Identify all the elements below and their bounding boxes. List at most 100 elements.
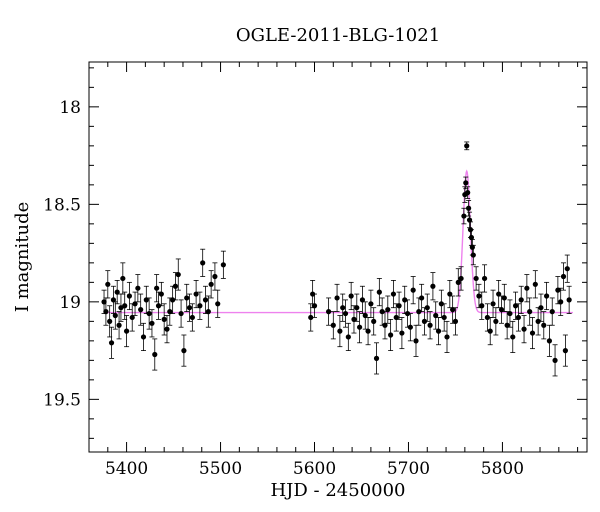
data-marker xyxy=(379,309,385,315)
data-point xyxy=(208,270,214,299)
data-point xyxy=(560,262,567,291)
data-marker xyxy=(155,303,162,309)
data-point xyxy=(146,297,152,330)
data-marker xyxy=(152,351,158,358)
data-point xyxy=(461,207,467,225)
data-point xyxy=(105,270,111,299)
data-point xyxy=(164,315,170,344)
data-marker xyxy=(184,295,190,301)
data-marker xyxy=(138,307,144,313)
axis-ticks: 5400 5500 5600 5700 5800 18 18.5 19 19.5 xyxy=(43,62,587,479)
data-point xyxy=(444,320,450,353)
data-marker xyxy=(424,305,430,311)
data-marker xyxy=(158,291,164,297)
data-marker xyxy=(371,318,377,324)
data-point xyxy=(447,279,453,309)
data-marker xyxy=(562,348,568,354)
data-point xyxy=(490,289,496,318)
data-point xyxy=(543,281,550,311)
data-marker xyxy=(512,303,519,309)
data-marker xyxy=(101,299,107,305)
data-point xyxy=(524,274,530,303)
data-marker xyxy=(452,318,459,324)
data-marker xyxy=(172,283,179,289)
data-point xyxy=(138,293,144,326)
data-point xyxy=(464,141,470,151)
data-point xyxy=(193,279,199,309)
data-point xyxy=(462,186,468,203)
data-point xyxy=(515,303,522,332)
data-point xyxy=(452,307,459,336)
data-point xyxy=(458,266,464,291)
data-marker xyxy=(345,334,351,340)
data-point xyxy=(189,303,195,332)
data-point xyxy=(311,293,318,318)
data-marker xyxy=(376,289,382,295)
data-point xyxy=(479,291,485,320)
data-point xyxy=(441,303,447,332)
data-point xyxy=(455,268,461,297)
data-marker xyxy=(476,293,482,299)
data-marker xyxy=(464,143,470,149)
data-marker xyxy=(416,309,422,315)
data-marker xyxy=(396,303,402,309)
data-point xyxy=(493,307,499,336)
data-marker xyxy=(368,301,374,307)
data-marker xyxy=(193,291,199,297)
data-marker xyxy=(351,316,357,322)
data-point xyxy=(140,322,147,352)
data-point xyxy=(382,311,388,340)
data-point xyxy=(396,291,402,320)
data-point xyxy=(205,295,211,328)
data-marker xyxy=(330,322,336,328)
data-marker xyxy=(529,330,536,336)
data-point xyxy=(424,293,430,322)
data-marker xyxy=(220,262,226,268)
data-marker xyxy=(365,328,371,334)
data-point xyxy=(155,291,162,320)
data-marker xyxy=(129,314,135,321)
data-point xyxy=(135,274,141,303)
data-point xyxy=(334,283,340,313)
y-tick-label: 19 xyxy=(59,293,81,313)
data-marker xyxy=(342,310,349,317)
data-point xyxy=(450,295,456,324)
data-point xyxy=(410,276,416,305)
data-point xyxy=(465,186,471,199)
data-marker xyxy=(541,322,547,328)
data-point xyxy=(359,285,366,314)
data-marker xyxy=(337,328,343,334)
data-point xyxy=(170,285,176,314)
data-marker xyxy=(120,275,126,282)
data-point xyxy=(388,318,394,352)
data-point xyxy=(558,287,564,316)
model-curve-group xyxy=(104,169,573,314)
data-marker xyxy=(438,301,444,307)
data-point xyxy=(470,244,476,266)
data-point xyxy=(348,281,354,311)
data-marker xyxy=(126,293,133,299)
data-point xyxy=(220,250,226,279)
data-marker xyxy=(116,322,122,328)
data-marker xyxy=(135,285,141,291)
data-marker xyxy=(161,316,167,322)
data-marker xyxy=(413,338,419,344)
y-tick-label: 18.5 xyxy=(43,195,81,215)
data-marker xyxy=(404,310,411,317)
data-marker xyxy=(419,295,425,301)
data-point xyxy=(308,303,314,332)
x-tick-label: 5600 xyxy=(293,459,336,479)
data-point xyxy=(512,291,519,320)
data-point xyxy=(132,291,138,316)
data-marker xyxy=(493,318,499,324)
data-marker xyxy=(566,297,572,303)
data-marker xyxy=(170,297,176,303)
data-point xyxy=(507,299,513,328)
x-tick-label: 5800 xyxy=(481,459,524,479)
data-point xyxy=(212,262,218,291)
data-point xyxy=(186,293,193,322)
data-marker xyxy=(167,309,173,315)
data-marker xyxy=(441,314,447,321)
data-marker xyxy=(114,289,120,295)
